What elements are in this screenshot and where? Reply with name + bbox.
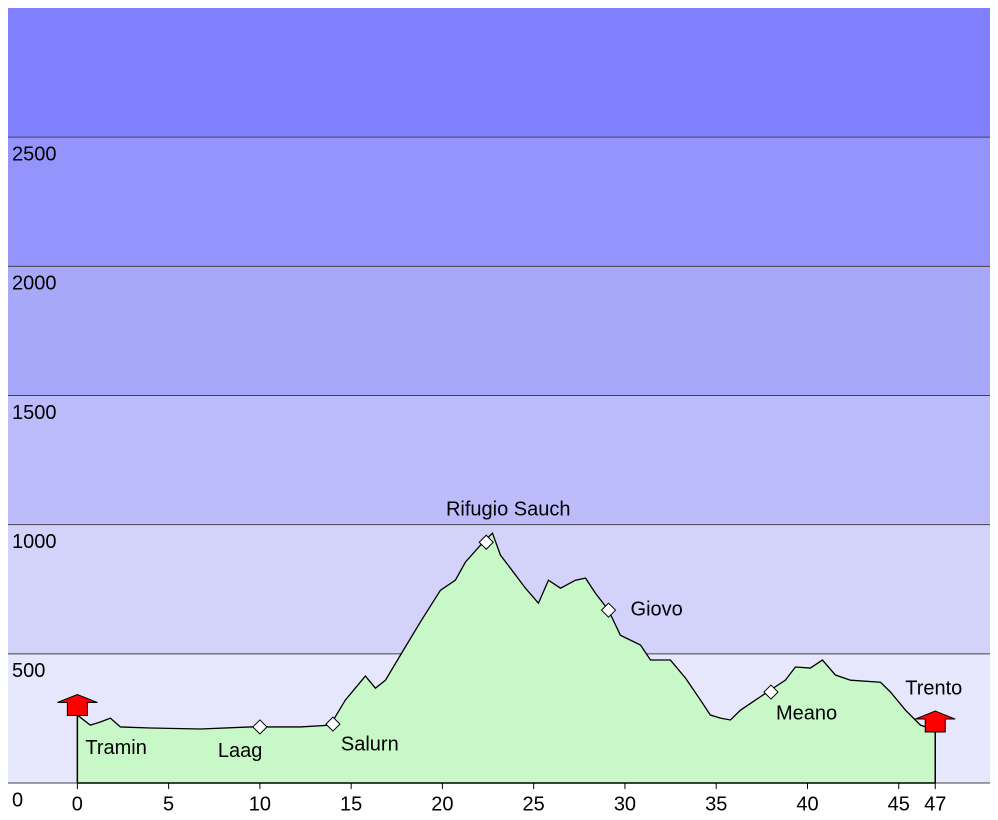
- elevation-band: [8, 395, 990, 525]
- elevation-band: [8, 266, 990, 396]
- x-tick-label: 15: [340, 793, 362, 815]
- waypoint-label: Meano: [776, 702, 837, 724]
- waypoint-marker: [478, 534, 494, 550]
- x-tick-label: 25: [523, 793, 545, 815]
- waypoint-marker: [325, 716, 341, 732]
- x-tick-label: 5: [163, 793, 174, 815]
- x-tick-label: 20: [431, 793, 453, 815]
- x-tick-label: 30: [614, 793, 636, 815]
- x-tick-label: 45: [888, 793, 910, 815]
- waypoint-label: Laag: [218, 740, 263, 762]
- elevation-area: [77, 533, 936, 783]
- waypoint-marker: [252, 719, 268, 735]
- x-tick-label: 0: [72, 793, 83, 815]
- elevation-band: [8, 8, 990, 138]
- endpoint-marker: [57, 693, 98, 716]
- waypoint-label: Trento: [905, 677, 962, 699]
- x-tick-label: 47: [924, 793, 946, 815]
- y-tick-label: 1500: [12, 402, 57, 424]
- y-tick-label: 1000: [12, 531, 57, 553]
- y-tick-label: 500: [12, 660, 45, 682]
- y-tick-label: 2500: [12, 143, 57, 165]
- endpoint-marker: [915, 710, 956, 733]
- x-tick-label: 35: [705, 793, 727, 815]
- y-tick-label: 0: [12, 789, 23, 811]
- x-tick-label: 10: [249, 793, 271, 815]
- waypoint-label: Tramin: [85, 737, 146, 759]
- elevation-line: [76, 532, 936, 731]
- y-tick-label: 2000: [12, 273, 57, 295]
- waypoint-marker: [763, 684, 779, 700]
- x-tick-label: 40: [796, 793, 818, 815]
- waypoint-label: Salurn: [341, 733, 399, 755]
- waypoint-label: Rifugio Sauch: [446, 499, 571, 521]
- waypoint-label: Giovo: [631, 598, 683, 620]
- waypoint-marker: [600, 602, 617, 618]
- elevation-band: [8, 137, 990, 267]
